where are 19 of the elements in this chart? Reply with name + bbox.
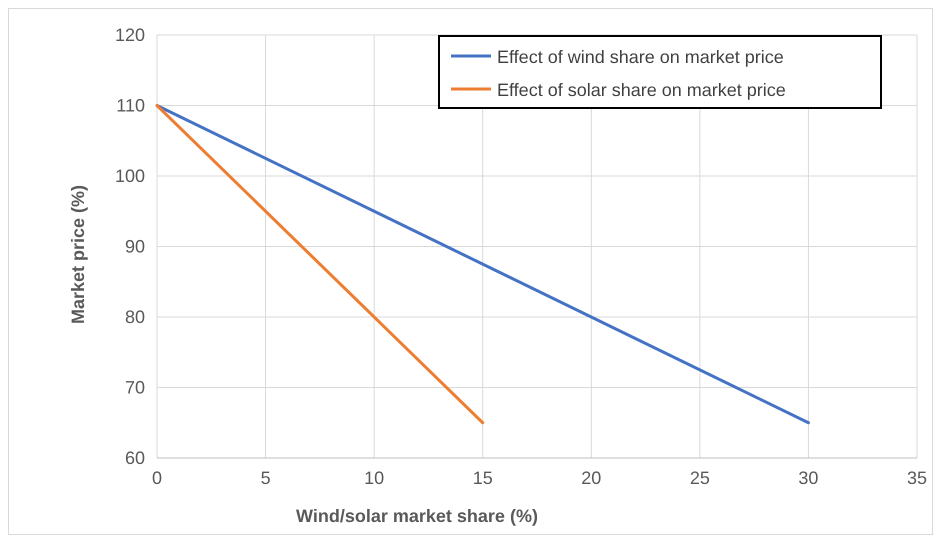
y-tick-label: 110 (116, 96, 145, 116)
x-axis-title: Wind/solar market share (%) (296, 506, 538, 526)
x-tick-label: 10 (364, 468, 384, 488)
y-tick-label: 120 (114, 25, 145, 45)
legend-label: Effect of solar share on market price (497, 80, 786, 100)
y-tick-label: 100 (114, 166, 145, 186)
x-tick-label: 35 (906, 468, 928, 488)
legend-label: Effect of wind share on market price (497, 47, 784, 67)
y-tick-label: 80 (124, 307, 145, 327)
x-tick-label: 20 (581, 468, 602, 488)
y-axis-title: Market price (%) (68, 184, 88, 324)
x-tick-label: 0 (152, 468, 162, 488)
x-tick-label: 25 (690, 468, 710, 488)
y-tick-label: 90 (124, 236, 145, 256)
y-tick-label: 70 (124, 378, 145, 398)
x-tick-label: 5 (260, 468, 271, 488)
x-tick-label: 30 (798, 468, 818, 488)
y-tick-label: 60 (124, 448, 145, 468)
x-tick-label: 15 (472, 468, 493, 488)
